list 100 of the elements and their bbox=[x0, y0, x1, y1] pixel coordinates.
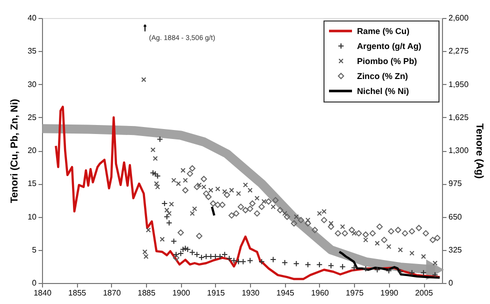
y-tick-label: 15 bbox=[28, 179, 38, 188]
point bbox=[362, 266, 369, 272]
point bbox=[182, 187, 188, 194]
point bbox=[374, 266, 380, 273]
point bbox=[386, 244, 392, 250]
point bbox=[421, 254, 426, 259]
point bbox=[160, 236, 165, 242]
point bbox=[254, 196, 260, 201]
point bbox=[246, 206, 254, 212]
point bbox=[356, 230, 362, 236]
point bbox=[152, 170, 158, 178]
point bbox=[176, 181, 181, 186]
point bbox=[430, 236, 436, 244]
point bbox=[374, 240, 380, 246]
point bbox=[180, 168, 186, 173]
point bbox=[164, 214, 170, 220]
legend-label: Piombo (% Pb) bbox=[357, 56, 418, 66]
point bbox=[203, 190, 210, 197]
point bbox=[434, 234, 441, 242]
point bbox=[402, 230, 408, 236]
legend-label: Argento (g/t Ag) bbox=[357, 41, 422, 51]
point bbox=[168, 202, 174, 207]
point bbox=[422, 230, 429, 236]
legend-label: Nichel (% Ni) bbox=[357, 86, 410, 96]
x-tick-label: 2005 bbox=[415, 288, 434, 298]
y-tick-label: 30 bbox=[28, 80, 38, 89]
point bbox=[284, 214, 290, 220]
point bbox=[316, 262, 323, 268]
point bbox=[270, 204, 276, 210]
point bbox=[294, 214, 299, 220]
point bbox=[340, 224, 346, 230]
y2-tick-label: 1,950 bbox=[448, 80, 470, 89]
point bbox=[320, 216, 328, 224]
point bbox=[388, 228, 394, 234]
point bbox=[200, 176, 207, 182]
y-tick-label: 0 bbox=[32, 278, 38, 288]
point bbox=[350, 264, 358, 271]
point bbox=[142, 249, 148, 254]
point bbox=[304, 262, 312, 268]
y2-tick-label: 975 bbox=[448, 179, 462, 188]
point bbox=[155, 184, 160, 190]
y-tick-label: 20 bbox=[28, 146, 38, 155]
point bbox=[166, 210, 172, 216]
point bbox=[186, 170, 194, 177]
point bbox=[196, 232, 202, 240]
point bbox=[420, 270, 427, 276]
point bbox=[282, 259, 288, 266]
point bbox=[182, 178, 188, 183]
point bbox=[238, 204, 244, 210]
point bbox=[156, 136, 164, 142]
y2-tick-label: 650 bbox=[448, 212, 462, 222]
y2-tick-label: 2,600 bbox=[448, 14, 470, 22]
point bbox=[328, 220, 334, 226]
point bbox=[208, 253, 214, 260]
point bbox=[265, 198, 272, 205]
point bbox=[224, 192, 230, 198]
y-axis-title: Tenori (Cu, Pb, Zn, Ni) bbox=[10, 98, 21, 204]
point bbox=[242, 182, 248, 188]
legend-label: Rame (% Cu) bbox=[357, 26, 410, 36]
point bbox=[233, 210, 240, 217]
point bbox=[376, 224, 383, 230]
point bbox=[178, 250, 184, 257]
x-tick-label: 1930 bbox=[242, 288, 260, 298]
point bbox=[369, 230, 376, 236]
point bbox=[222, 189, 228, 194]
point bbox=[150, 147, 156, 152]
point bbox=[164, 208, 170, 213]
point bbox=[394, 226, 402, 234]
point bbox=[328, 262, 334, 269]
point bbox=[293, 260, 300, 267]
x-tick-label: 1975 bbox=[346, 288, 364, 298]
point bbox=[190, 210, 195, 216]
y-tick-label: 25 bbox=[28, 112, 38, 122]
point bbox=[272, 197, 279, 204]
y-tick-label: 5 bbox=[32, 245, 38, 254]
x-tick-label: 1840 bbox=[34, 288, 52, 298]
x-tick-label: 1915 bbox=[207, 288, 226, 298]
point bbox=[178, 230, 184, 236]
point bbox=[304, 220, 312, 227]
point bbox=[170, 238, 177, 244]
point bbox=[152, 156, 158, 161]
point bbox=[171, 178, 176, 183]
point bbox=[172, 251, 180, 258]
point bbox=[261, 199, 266, 204]
point bbox=[258, 258, 265, 265]
point bbox=[254, 210, 260, 217]
point bbox=[416, 224, 422, 232]
y2-tick-label: 1,300 bbox=[448, 146, 470, 155]
point bbox=[270, 256, 276, 263]
point bbox=[192, 206, 198, 212]
point bbox=[339, 264, 346, 270]
point bbox=[240, 258, 246, 265]
x-tick-label: 1900 bbox=[172, 288, 191, 298]
point bbox=[408, 270, 416, 276]
point bbox=[144, 254, 149, 259]
point bbox=[210, 200, 216, 207]
point bbox=[242, 206, 249, 214]
y2-axis-title: Tenore (Ag) bbox=[474, 123, 485, 179]
point bbox=[386, 268, 392, 274]
point bbox=[334, 230, 342, 236]
